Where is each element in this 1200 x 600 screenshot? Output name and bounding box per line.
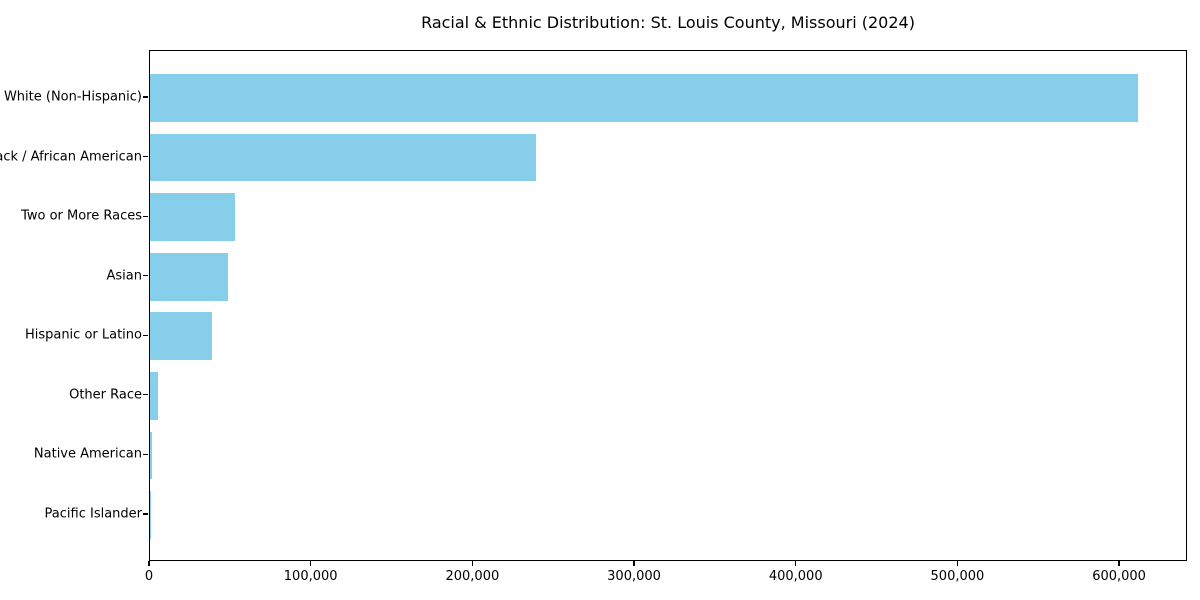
y-tick-mark xyxy=(143,334,148,336)
x-tick-label: 0 xyxy=(144,569,154,584)
y-tick-label: Asian xyxy=(106,268,142,284)
x-tick-mark xyxy=(471,561,473,566)
x-tick-label: 100,000 xyxy=(283,569,338,584)
plot-area xyxy=(149,50,1187,561)
bar xyxy=(150,312,213,361)
x-tick-mark xyxy=(956,561,958,566)
bar xyxy=(150,252,229,301)
bar xyxy=(150,74,1138,122)
chart-title: Racial & Ethnic Distribution: St. Louis … xyxy=(421,13,915,32)
x-tick-mark xyxy=(633,561,635,566)
bar xyxy=(150,193,236,241)
y-tick-mark xyxy=(143,394,148,396)
y-tick-mark xyxy=(143,156,148,158)
y-tick-mark xyxy=(143,96,148,98)
x-tick-mark xyxy=(148,561,150,566)
x-tick-label: 300,000 xyxy=(607,569,661,584)
y-tick-mark xyxy=(143,215,148,217)
bar xyxy=(150,133,537,182)
y-tick-label: Pacific Islander xyxy=(44,506,142,522)
y-tick-mark xyxy=(143,453,148,455)
y-tick-label: Hispanic or Latino xyxy=(24,327,142,343)
y-tick-label: Native American xyxy=(33,446,142,462)
y-tick-mark xyxy=(143,275,148,277)
y-tick-label: Two or More Races xyxy=(21,208,142,224)
x-tick-mark xyxy=(795,561,797,566)
y-tick-label: Other Race xyxy=(69,387,142,403)
y-tick-label: White (Non-Hispanic) xyxy=(3,89,142,105)
x-tick-label: 400,000 xyxy=(768,569,823,584)
x-tick-label: 200,000 xyxy=(445,569,500,584)
y-tick-label: Black / African American xyxy=(0,149,142,165)
bar xyxy=(150,431,152,480)
x-tick-label: 600,000 xyxy=(1092,569,1146,584)
x-tick-label: 500,000 xyxy=(930,569,985,584)
y-tick-mark xyxy=(143,513,148,515)
x-tick-mark xyxy=(1118,561,1120,566)
bar xyxy=(150,372,159,420)
x-tick-mark xyxy=(310,561,312,566)
